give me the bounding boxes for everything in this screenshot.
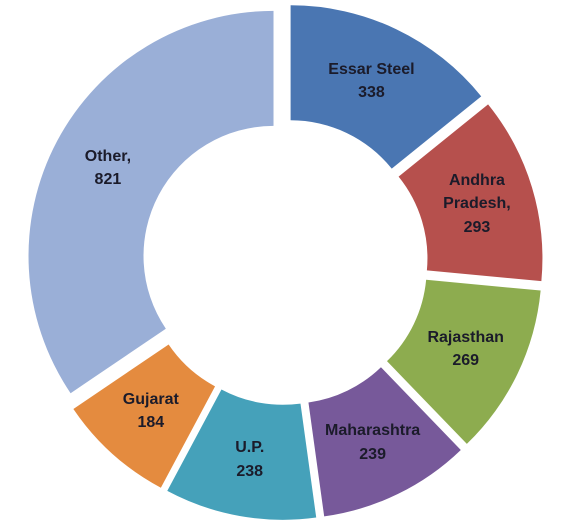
donut-slice [28, 10, 274, 394]
label-value: 821 [94, 170, 122, 188]
data-label: Gujarat 184 [123, 388, 179, 434]
label-value: 184 [137, 413, 165, 431]
label-value: 269 [452, 351, 480, 369]
data-label: Rajasthan 269 [427, 326, 503, 372]
data-label: Essar Steel 338 [328, 58, 414, 104]
donut-slice [290, 5, 482, 169]
label-name: Gujarat [122, 390, 179, 408]
data-label: Andhra Pradesh, 293 [429, 169, 524, 239]
donut-slice [308, 367, 461, 517]
donut-slice [73, 344, 216, 488]
label-value: 238 [236, 462, 264, 480]
label-value: 239 [359, 445, 386, 463]
label-name: Essar Steel [328, 60, 415, 78]
label-name: Maharashtra [325, 422, 421, 440]
data-label: Other, 821 [85, 145, 131, 191]
data-label: Maharashtra 239 [325, 419, 420, 465]
label-value: 338 [358, 84, 385, 102]
data-label: U.P. 238 [235, 436, 264, 482]
donut-slice [167, 389, 317, 520]
donut-slice [386, 279, 541, 444]
label-value: 293 [463, 218, 491, 236]
donut-slice [398, 104, 543, 282]
label-name: Other, [84, 147, 132, 165]
label-name: Rajasthan [427, 328, 504, 346]
label-name: Andhra Pradesh, [443, 172, 511, 213]
label-name: U.P. [235, 439, 265, 457]
